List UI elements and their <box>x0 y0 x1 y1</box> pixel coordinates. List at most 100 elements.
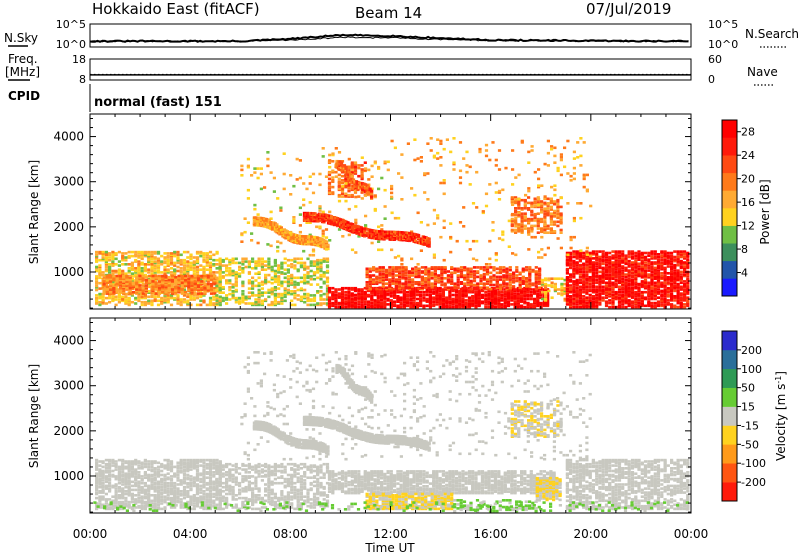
heatmap-cell <box>643 281 648 285</box>
heatmap-cell <box>663 259 667 263</box>
heatmap-cell <box>546 292 550 295</box>
heatmap-cell <box>456 278 460 281</box>
heatmap-cell <box>293 260 297 263</box>
heatmap-cell <box>376 296 380 299</box>
heatmap-cell <box>256 241 260 245</box>
heatmap-cell <box>569 284 573 287</box>
heatmap-cell <box>167 284 171 287</box>
heatmap-cell <box>196 280 201 283</box>
heatmap-cell <box>283 288 287 292</box>
heatmap-cell <box>324 236 329 239</box>
heatmap-cell <box>247 279 251 282</box>
heatmap-cell <box>572 250 576 253</box>
heatmap-cell <box>523 202 527 206</box>
heatmap-cell <box>270 287 274 290</box>
heatmap-cell <box>353 303 358 306</box>
heatmap-cell <box>624 284 628 287</box>
heatmap-cell <box>656 292 661 295</box>
heatmap-cell <box>442 226 446 229</box>
heatmap-cell <box>306 294 310 297</box>
heatmap-cell <box>468 248 472 251</box>
heatmap-cell <box>241 271 245 274</box>
heatmap-cell <box>322 292 326 296</box>
heatmap-cell <box>205 252 209 255</box>
heatmap-cell <box>375 277 379 280</box>
heatmap-cell <box>572 286 576 290</box>
heatmap-cell <box>365 272 369 276</box>
heatmap-cell <box>416 157 420 160</box>
heatmap-cell <box>180 281 184 285</box>
heatmap-cell <box>563 165 567 169</box>
heatmap-cell <box>296 294 300 297</box>
heatmap-cell <box>218 260 222 263</box>
heatmap-cell <box>569 278 573 282</box>
heatmap-cell <box>389 303 393 306</box>
heatmap-cell <box>170 288 175 291</box>
heatmap-cell <box>112 290 116 294</box>
heatmap-cell <box>241 292 245 296</box>
heatmap-cell <box>354 195 358 199</box>
heatmap-cell <box>666 289 670 293</box>
heatmap-cell <box>582 304 586 308</box>
heatmap-cell <box>582 280 586 283</box>
heatmap-cell <box>367 293 371 297</box>
heatmap-cell <box>514 196 518 199</box>
heatmap-cell <box>582 281 586 285</box>
heatmap-cell <box>187 286 191 290</box>
heatmap-cell <box>319 261 323 265</box>
heatmap-cell <box>490 292 494 295</box>
heatmap-cell <box>370 187 374 191</box>
heatmap-cell <box>611 284 615 287</box>
heatmap-cell <box>656 281 661 285</box>
heatmap-cell <box>557 288 561 291</box>
heatmap-cell <box>154 292 158 295</box>
heatmap-cell <box>617 251 622 255</box>
heatmap-cell <box>360 156 364 159</box>
heatmap-cell <box>578 258 582 261</box>
heatmap-cell <box>679 292 683 295</box>
heatmap-cell <box>630 251 635 255</box>
heatmap-cell <box>683 269 687 272</box>
heatmap-cell <box>598 303 602 306</box>
heatmap-cell <box>591 300 595 303</box>
heatmap-cell <box>298 230 302 234</box>
heatmap-cell <box>141 277 145 280</box>
heatmap-cell <box>231 261 235 265</box>
heatmap-cell <box>383 304 387 308</box>
heatmap-cell <box>439 156 443 159</box>
heatmap-cell <box>174 286 178 290</box>
heatmap-cell <box>430 267 434 271</box>
heatmap-cell <box>488 257 492 261</box>
heatmap-cell <box>363 292 367 295</box>
heatmap-cell <box>624 301 628 305</box>
heatmap-cell <box>566 253 570 257</box>
heatmap-cell <box>537 185 541 189</box>
heatmap-cell <box>306 298 310 301</box>
heatmap-cell <box>611 261 615 264</box>
heatmap-cell <box>353 191 358 194</box>
heatmap-cell <box>160 296 164 300</box>
heatmap-cell <box>251 291 255 294</box>
heatmap-cell <box>385 268 389 272</box>
heatmap-cell <box>448 300 452 303</box>
heatmap-cell <box>445 299 449 302</box>
heatmap-cell <box>517 227 521 230</box>
heatmap-cell <box>427 267 431 271</box>
heatmap-cell <box>383 300 387 303</box>
heatmap-cell <box>424 285 428 288</box>
heatmap-cell <box>479 267 483 271</box>
heatmap-cell <box>604 281 609 285</box>
heatmap-cell <box>569 296 573 299</box>
heatmap-cell <box>585 257 589 260</box>
heatmap-cell <box>114 269 118 273</box>
heatmap-cell <box>153 256 157 259</box>
heatmap-cell <box>637 286 641 290</box>
heatmap-cell <box>640 284 644 287</box>
heatmap-cell <box>514 213 518 217</box>
heatmap-cell <box>225 273 229 277</box>
heatmap-cell <box>553 223 557 226</box>
heatmap-cell <box>251 276 255 280</box>
heatmap-cell <box>523 207 527 210</box>
heatmap-cell <box>121 298 125 301</box>
heatmap-cell <box>487 305 491 309</box>
